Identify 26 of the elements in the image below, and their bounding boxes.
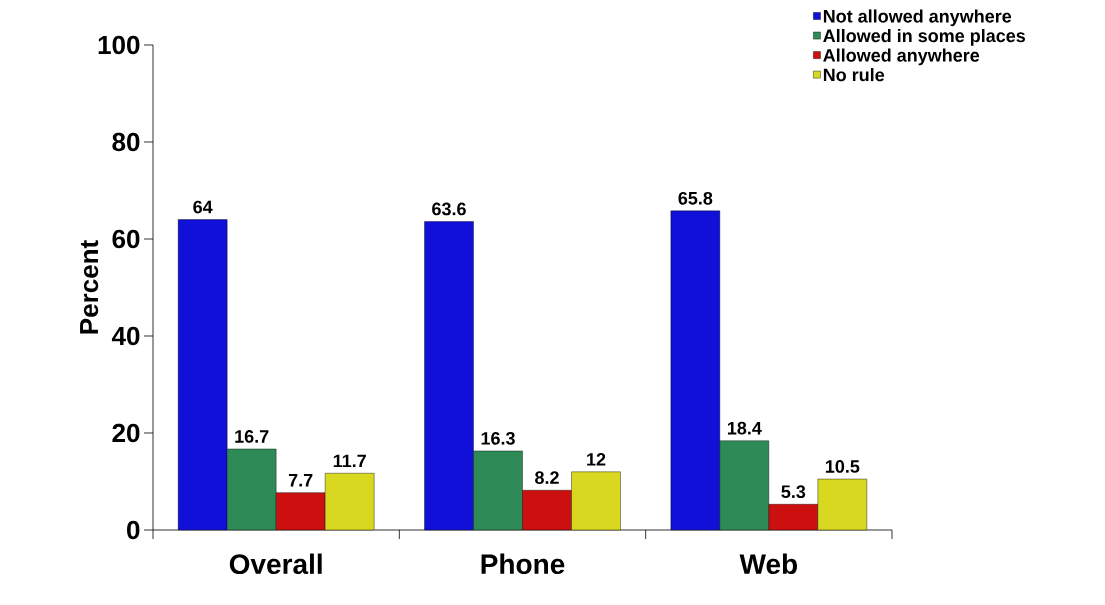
y-tick-label: 40 (111, 326, 140, 346)
data-label: 7.7 (288, 474, 313, 487)
y-tick-label: 0 (127, 520, 140, 540)
y-tick-label: 100 (98, 35, 140, 55)
data-label: 5.3 (781, 485, 806, 499)
data-label: 63.6 (432, 202, 466, 216)
data-label: 65.8 (678, 191, 713, 205)
data-label: 12 (587, 453, 606, 466)
y-axis-title: Percent (80, 240, 99, 334)
data-label: 16.7 (235, 430, 269, 443)
data-label: 8.2 (535, 471, 559, 485)
x-tick-label: Phone (481, 553, 565, 575)
legend-label: Allowed in some places (823, 28, 1026, 46)
y-tick-label: 20 (112, 423, 140, 443)
x-tick-label: Web (739, 553, 797, 575)
legend-label: Allowed anywhere (823, 48, 980, 66)
data-label: 11.7 (333, 454, 366, 468)
data-label: 18.4 (727, 421, 762, 435)
data-label: 64 (193, 200, 213, 214)
legend-label: No rule (823, 68, 885, 82)
x-tick-label: Overall (229, 553, 322, 575)
data-label: 10.5 (825, 460, 860, 473)
data-label: 16.3 (481, 431, 515, 445)
y-tick-label: 60 (112, 229, 140, 249)
legend-label: Not allowed anywhere (823, 9, 1012, 27)
y-tick-label: 80 (112, 132, 140, 152)
